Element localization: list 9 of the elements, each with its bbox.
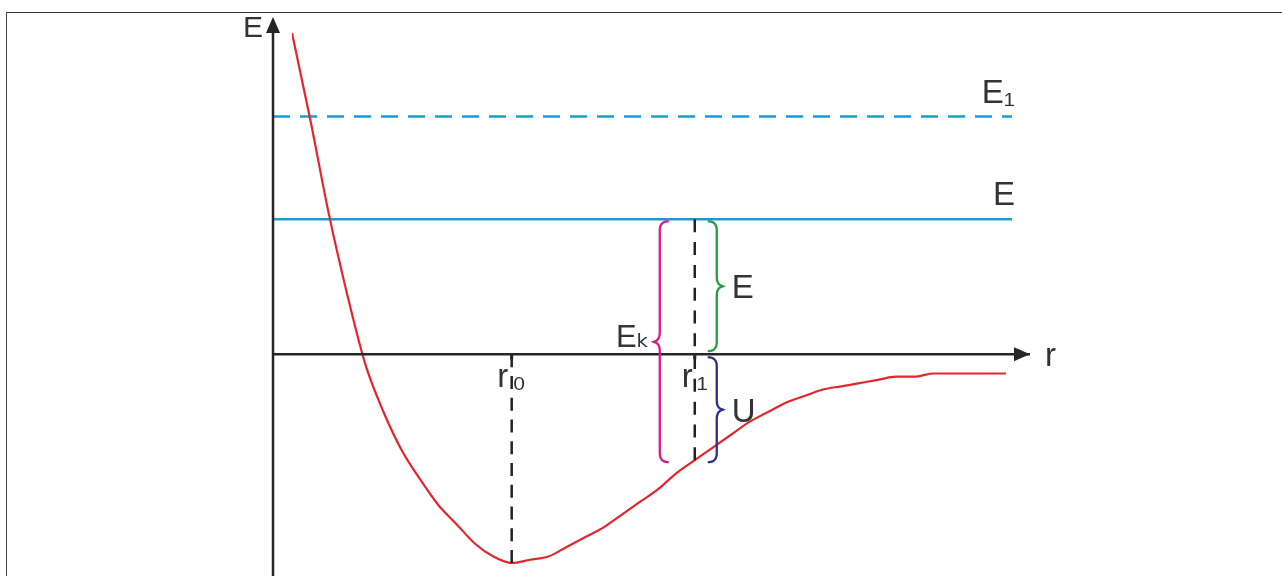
x-axis-title: r	[1045, 336, 1056, 374]
x-tick-label: r₁	[681, 357, 708, 395]
ref-line-label: E₁	[981, 72, 1015, 110]
y-axis-title: E	[242, 10, 263, 43]
annotation: E	[731, 268, 754, 306]
annotation: Eₖ	[615, 318, 650, 354]
ref-line-label: E	[992, 175, 1015, 213]
x-tick-label: r₀	[497, 357, 527, 395]
annotation: U	[731, 391, 756, 429]
